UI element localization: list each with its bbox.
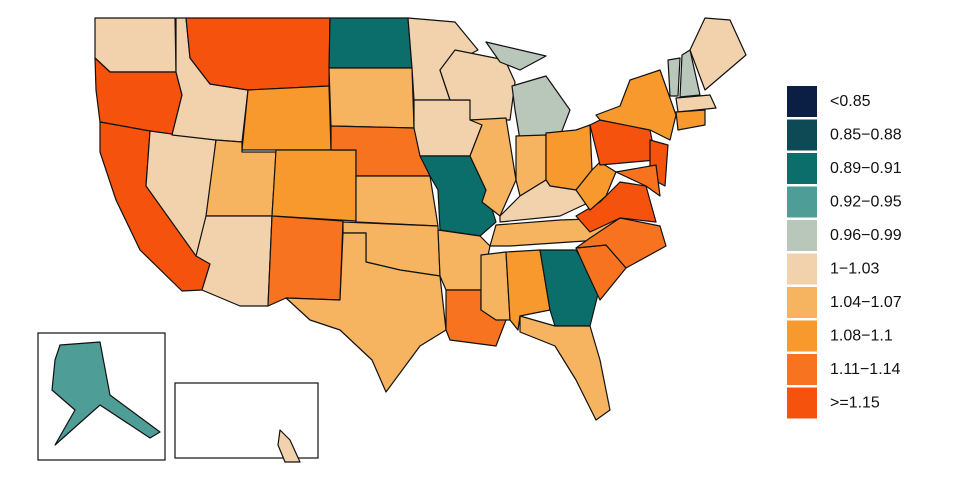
legend-swatch (787, 354, 817, 385)
legend-label: 0.85−0.88 (830, 127, 902, 144)
legend-label: 1.11−1.14 (830, 361, 901, 378)
state (51, 341, 161, 446)
legend-swatch (787, 387, 817, 419)
state (277, 429, 301, 463)
state (689, 17, 747, 91)
state (355, 175, 439, 227)
legend-swatch (787, 320, 817, 352)
state (511, 75, 571, 141)
legend-label: 1.08−1.1 (830, 328, 893, 345)
state (485, 41, 547, 71)
state (675, 94, 717, 113)
legend-swatch (787, 86, 817, 117)
legend-swatch (787, 220, 817, 251)
state (205, 139, 277, 217)
state (328, 17, 413, 69)
legend-label: 1−1.03 (830, 261, 879, 278)
legend-label: 0.89−0.91 (830, 160, 902, 177)
legend-swatch (787, 186, 817, 218)
legend-swatch (787, 119, 817, 151)
state (480, 251, 511, 321)
state (195, 215, 273, 307)
legend-swatch (787, 153, 817, 184)
alaska-inset (37, 332, 166, 461)
state (675, 109, 706, 131)
state (271, 149, 357, 222)
hawaii-inset (174, 382, 319, 459)
legend-label: 0.92−0.95 (830, 194, 902, 211)
state (469, 117, 517, 217)
legend-swatch (787, 287, 817, 318)
state (667, 57, 681, 97)
state (519, 315, 611, 421)
legend-label: <0.85 (830, 93, 871, 110)
state (241, 85, 332, 151)
state (679, 49, 701, 98)
legend-label: >=1.15 (830, 395, 880, 412)
state (615, 164, 661, 197)
state (328, 67, 415, 129)
state (94, 17, 177, 73)
legend-label: 1.04−1.07 (830, 294, 902, 311)
state (267, 215, 344, 307)
legend-label: 0.96−0.99 (830, 227, 902, 244)
state (285, 232, 447, 393)
legend-swatch (787, 253, 817, 285)
state (185, 17, 331, 91)
